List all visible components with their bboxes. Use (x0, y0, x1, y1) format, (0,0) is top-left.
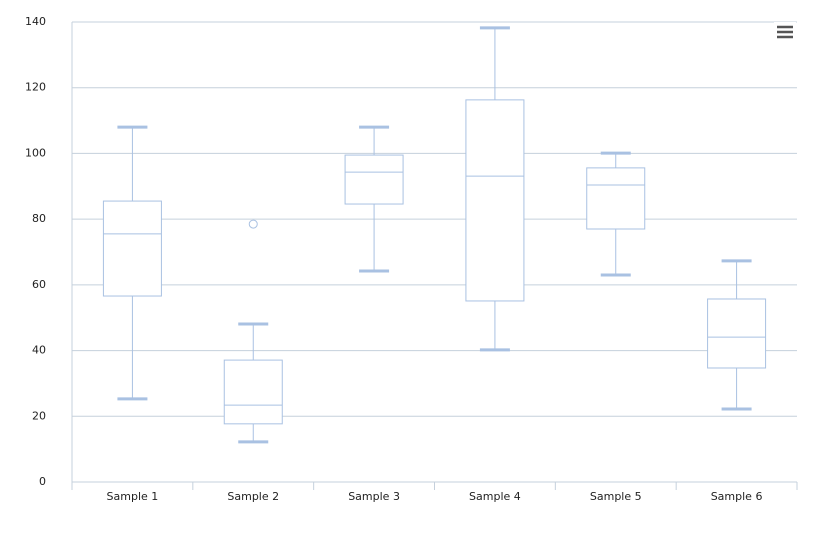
box (707, 298, 767, 369)
y-tick-label: 60 (32, 278, 46, 291)
outlier (248, 219, 258, 229)
box (586, 167, 646, 230)
y-tick-label: 20 (32, 409, 46, 422)
y-tick-label: 100 (25, 146, 46, 159)
y-tick-label: 0 (39, 475, 46, 488)
x-tick-label: Sample 6 (711, 490, 763, 503)
x-tick-label: Sample 5 (590, 490, 642, 503)
menu-button[interactable] (774, 22, 796, 42)
y-tick-label: 140 (25, 15, 46, 28)
x-tick-label: Sample 3 (348, 490, 400, 503)
y-tick-label: 120 (25, 81, 46, 94)
box (465, 99, 525, 302)
x-tick-label: Sample 4 (469, 490, 521, 503)
box (223, 359, 283, 425)
y-tick-label: 40 (32, 344, 46, 357)
box (102, 200, 162, 297)
box (344, 154, 404, 205)
x-tick-label: Sample 2 (227, 490, 279, 503)
x-tick-label: Sample 1 (107, 490, 159, 503)
y-tick-label: 80 (32, 212, 46, 225)
